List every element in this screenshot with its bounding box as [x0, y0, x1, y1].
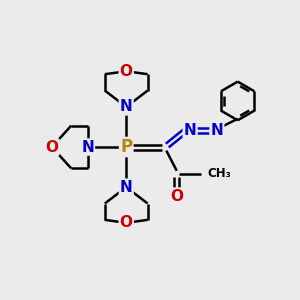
Text: N: N — [120, 180, 133, 195]
Text: O: O — [120, 215, 133, 230]
Text: N: N — [211, 123, 223, 138]
Text: CH₃: CH₃ — [207, 167, 231, 180]
Text: P: P — [120, 138, 132, 156]
Text: N: N — [184, 123, 196, 138]
Text: N: N — [120, 99, 133, 114]
Text: O: O — [45, 140, 58, 154]
Text: O: O — [170, 189, 183, 204]
Text: N: N — [81, 140, 94, 154]
Text: O: O — [120, 64, 133, 79]
